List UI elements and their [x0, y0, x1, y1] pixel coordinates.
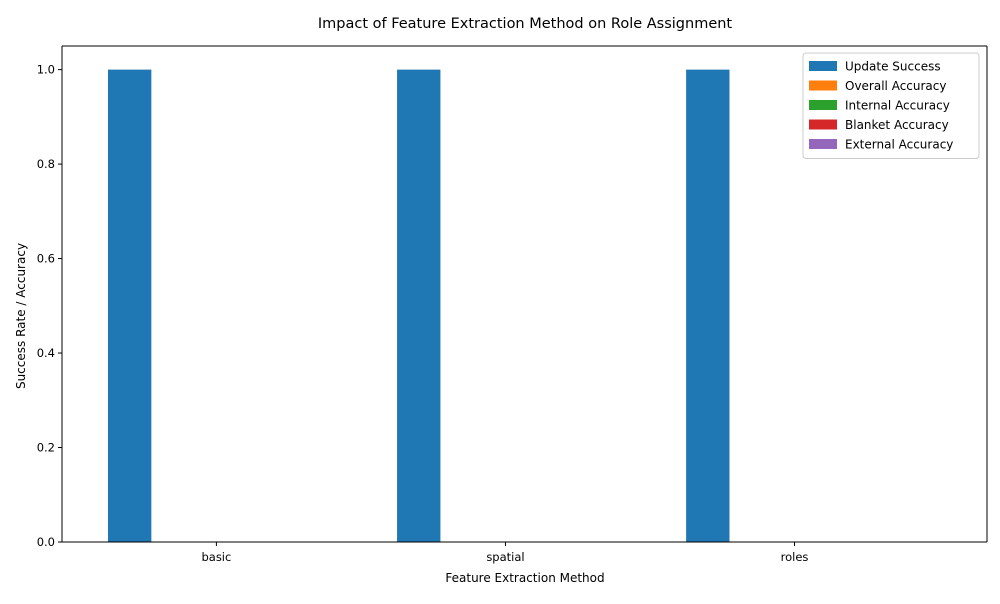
bar-update-success-basic: [108, 69, 152, 542]
legend-swatch: [809, 80, 837, 91]
legend-label: Internal Accuracy: [845, 99, 950, 113]
legend-label: Blanket Accuracy: [845, 118, 949, 132]
legend-swatch: [809, 100, 837, 110]
y-tick-label: 0.8: [37, 157, 55, 171]
axes-layer: 0.0 0.2 0.4 0.6 0.8 1.0 basic spatial roles: [37, 45, 988, 564]
legend-box: [802, 52, 980, 159]
y-tick-label: 0.6: [37, 252, 55, 266]
x-axis-label: Feature Extraction Method: [445, 571, 604, 585]
legend-swatch: [809, 61, 837, 71]
y-tick-label: 0.2: [37, 441, 55, 455]
x-tick-label: roles: [781, 550, 809, 564]
legend-label: Overall Accuracy: [845, 79, 946, 93]
x-tick-label: basic: [201, 550, 231, 564]
legend-label: External Accuracy: [845, 138, 953, 152]
bar-update-success-roles: [686, 69, 730, 542]
y-axis-label: Success Rate / Accuracy: [14, 243, 28, 389]
y-tick-label: 0.0: [37, 535, 55, 549]
legend-swatch: [809, 119, 837, 130]
chart-title: Impact of Feature Extraction Method on R…: [318, 16, 733, 32]
y-tick-label: 1.0: [37, 63, 55, 77]
legend-swatch: [809, 139, 837, 149]
y-tick-label: 0.4: [37, 346, 55, 360]
legend: Update Success Overall Accuracy Internal A…: [802, 52, 980, 159]
bars-layer: [108, 69, 730, 542]
legend-label: Update Success: [845, 60, 941, 74]
x-tick-label: spatial: [486, 550, 524, 564]
bar-update-success-spatial: [397, 69, 441, 542]
